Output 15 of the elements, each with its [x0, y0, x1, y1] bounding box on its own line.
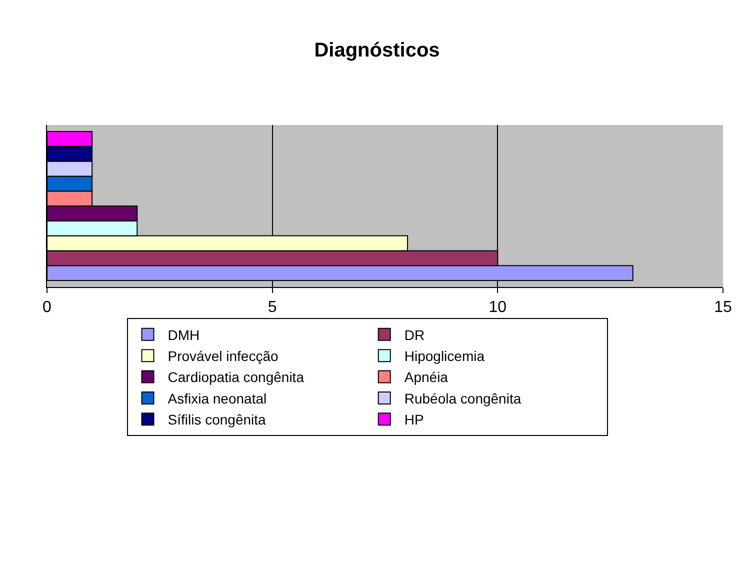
legend-label: Rubéola congênita: [404, 390, 522, 406]
x-tick-label: 5: [268, 299, 277, 316]
legend-label: Sífilis congênita: [168, 412, 266, 428]
legend-label: Apnéia: [404, 369, 448, 386]
legend-label: HP: [404, 412, 424, 428]
legend-label: Cardiopatia congênita: [168, 369, 304, 386]
legend-label: DR: [404, 326, 425, 343]
legend-label: Hipoglicemia: [404, 348, 485, 364]
x-tick-label: 15: [714, 299, 732, 316]
x-tick-label: 10: [488, 299, 507, 316]
legend-label: Asfixia neonatal: [168, 390, 267, 406]
x-tick-label: 0: [42, 299, 52, 316]
legend-label: DMH: [168, 326, 200, 343]
chart-title: Diagnósticos: [314, 40, 440, 62]
legend-label: Provável infecção: [168, 348, 278, 364]
